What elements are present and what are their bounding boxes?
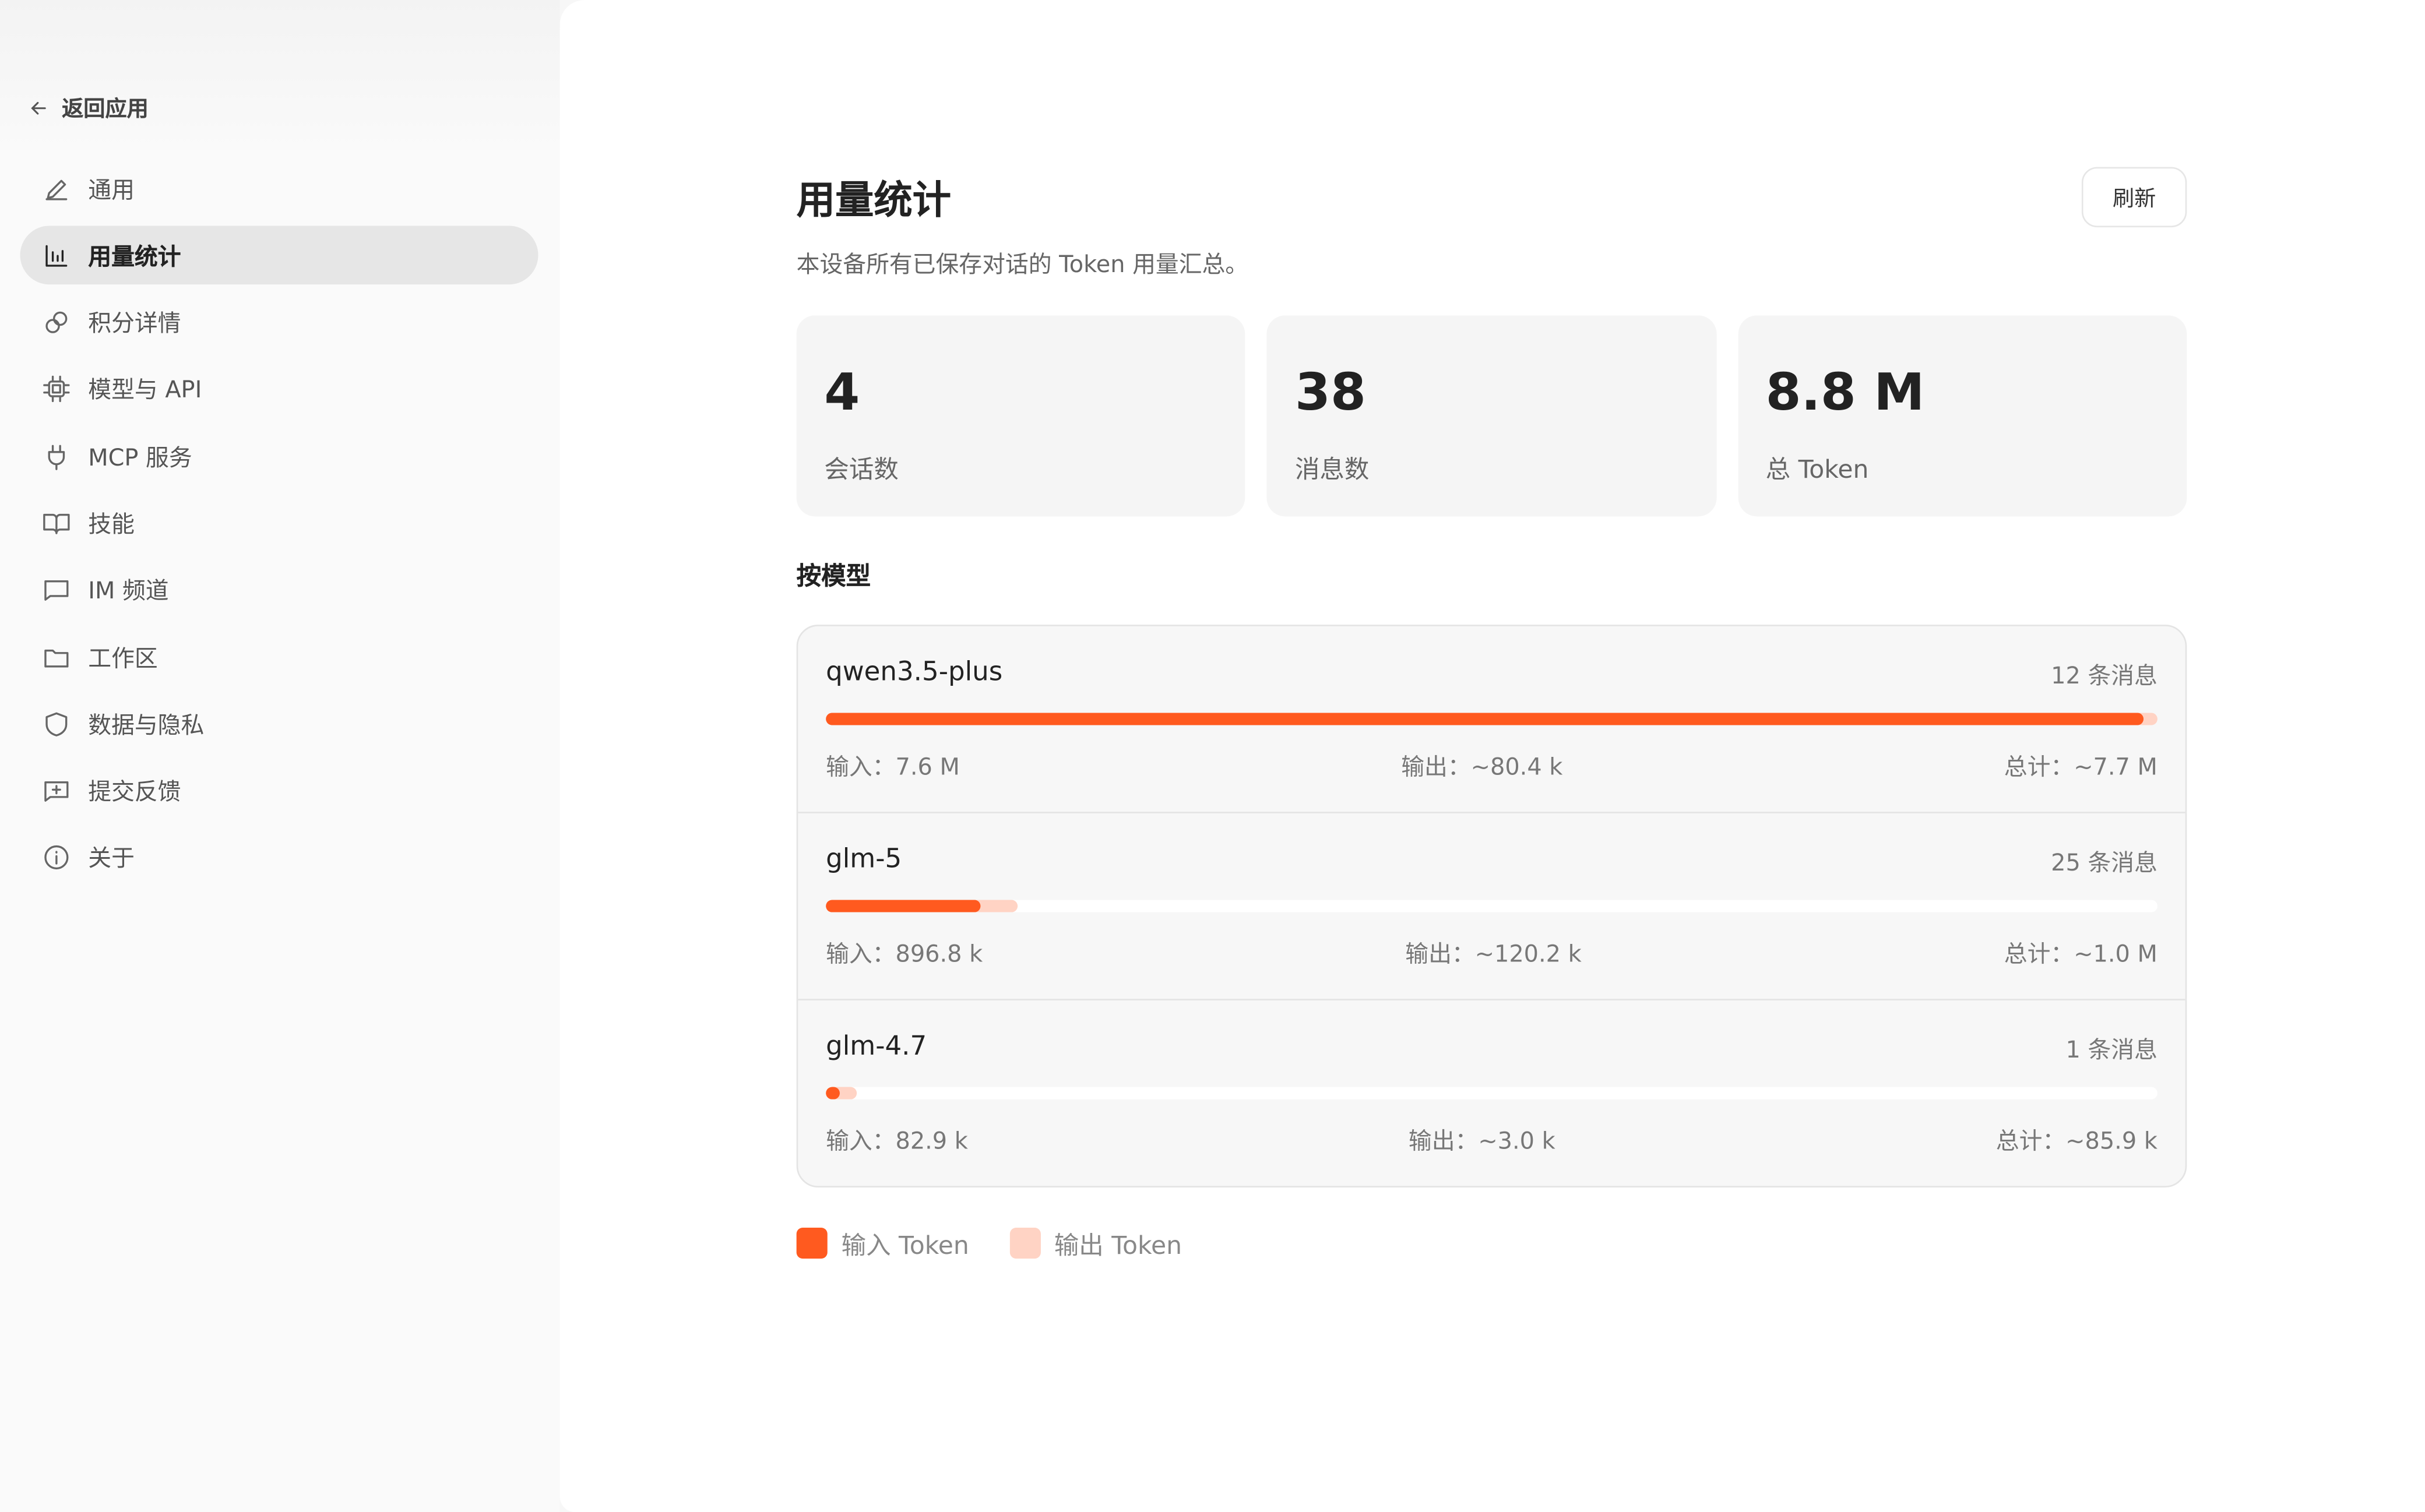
legend-item-input: 输入 Token bbox=[796, 1225, 969, 1262]
legend-label: 输入 Token bbox=[841, 1231, 969, 1260]
sidebar-item-credits[interactable]: 积分详情 bbox=[20, 293, 538, 352]
back-label: 返回应用 bbox=[62, 97, 149, 122]
input-token-bar bbox=[826, 900, 981, 912]
messages-card: 38 消息数 bbox=[1267, 315, 1716, 517]
sidebar-item-general[interactable]: 通用 bbox=[20, 159, 538, 218]
bar-chart-icon bbox=[45, 245, 68, 267]
sidebar-item-label: 用量统计 bbox=[88, 242, 181, 270]
output-tokens: 输出：~80.4 k bbox=[1401, 753, 1563, 781]
coins-icon bbox=[45, 312, 68, 334]
model-row: qwen3.5-plus 12 条消息输入：7.6 M 输出：~80.4 k 总计：~… bbox=[798, 626, 2185, 813]
legend-item-output: 输出 Token bbox=[1009, 1225, 1182, 1262]
input-tokens: 输入：82.9 k bbox=[826, 1127, 968, 1155]
model-row: glm-4.7 1 条消息输入：82.9 k 输出：~3.0 k 总计：~85.9 k bbox=[798, 1000, 2185, 1186]
model-row: glm-5 25 条消息输入：896.8 k 输出：~120.2 k 总计：~1.0 … bbox=[798, 813, 2185, 1000]
card-value: 4 bbox=[824, 361, 860, 422]
info-icon bbox=[44, 846, 69, 870]
card-label: 总 Token bbox=[1765, 454, 1869, 484]
model-name: glm-4.7 bbox=[826, 1031, 927, 1063]
usage-bar bbox=[826, 1087, 2157, 1099]
model-name: qwen3.5-plus bbox=[826, 657, 1003, 688]
back-to-app-button[interactable]: 返回应用 bbox=[28, 93, 149, 124]
message-count: 1 条消息 bbox=[2065, 1035, 2157, 1064]
message-count: 25 条消息 bbox=[2051, 848, 2157, 877]
input-tokens: 输入：896.8 k bbox=[826, 940, 983, 968]
sidebar-item-label: 关于 bbox=[88, 845, 135, 873]
sidebar-item-models-api[interactable]: 模型与 API bbox=[20, 360, 538, 419]
total-tokens: 总计：~1.0 M bbox=[2004, 940, 2157, 968]
sidebar-item-label: IM 频道 bbox=[88, 577, 169, 605]
sidebar-nav: 通用 用量统计 积分详情 模型与 API MCP 服务 技能 IM 频道 bbox=[20, 159, 539, 896]
sidebar-item-label: 提交反馈 bbox=[88, 778, 181, 806]
output-tokens: 输出：~120.2 k bbox=[1405, 940, 1582, 968]
card-value: 8.8 M bbox=[1765, 361, 1925, 422]
sidebar-item-workspace[interactable]: 工作区 bbox=[20, 628, 538, 687]
usage-bar bbox=[826, 900, 2157, 912]
token-stats: 输入：82.9 k 输出：~3.0 k 总计：~85.9 k bbox=[826, 1124, 2157, 1157]
total-tokens: 总计：~7.7 M bbox=[2004, 753, 2157, 781]
sidebar-item-privacy[interactable]: 数据与隐私 bbox=[20, 695, 538, 754]
legend-swatch bbox=[796, 1228, 828, 1259]
legend-label: 输出 Token bbox=[1054, 1231, 1182, 1260]
input-token-bar bbox=[826, 713, 2145, 725]
plug-icon bbox=[48, 444, 65, 470]
sidebar-item-label: MCP 服务 bbox=[88, 443, 192, 471]
sidebar-item-label: 积分详情 bbox=[88, 309, 181, 337]
sidebar: 返回应用 通用 用量统计 积分详情 模型与 API MCP 服务 技能 bbox=[0, 0, 560, 1512]
sidebar-item-label: 模型与 API bbox=[88, 376, 202, 404]
token-stats: 输入：896.8 k 输出：~120.2 k 总计：~1.0 M bbox=[826, 937, 2157, 970]
usage-bar bbox=[826, 713, 2157, 725]
page-subtitle: 本设备所有已保存对话的 Token 用量汇总。 bbox=[796, 250, 1249, 279]
main-panel: 用量统计 本设备所有已保存对话的 Token 用量汇总。 刷新 4 会话数 38… bbox=[559, 0, 2425, 1512]
shield-icon bbox=[45, 712, 68, 736]
model-name: glm-5 bbox=[826, 844, 902, 875]
refresh-button[interactable]: 刷新 bbox=[2081, 167, 2187, 228]
section-title: 按模型 bbox=[796, 561, 871, 591]
sidebar-item-im[interactable]: IM 频道 bbox=[20, 561, 538, 620]
total-token-card: 8.8 M 总 Token bbox=[1737, 315, 2187, 517]
input-tokens: 输入：7.6 M bbox=[826, 753, 960, 781]
total-tokens: 总计：~85.9 k bbox=[1995, 1127, 2157, 1155]
card-label: 会话数 bbox=[824, 454, 899, 484]
token-stats: 输入：7.6 M 输出：~80.4 k 总计：~7.7 M bbox=[826, 750, 2157, 783]
sidebar-item-about[interactable]: 关于 bbox=[20, 829, 538, 887]
message-count: 12 条消息 bbox=[2051, 661, 2157, 690]
sidebar-item-skills[interactable]: 技能 bbox=[20, 494, 538, 553]
sidebar-item-usage[interactable]: 用量统计 bbox=[20, 226, 539, 286]
message-plus-icon bbox=[44, 781, 69, 802]
book-icon bbox=[43, 513, 70, 534]
legend: 输入 Token 输出 Token bbox=[796, 1225, 1182, 1262]
arrow-left-icon bbox=[31, 101, 46, 115]
input-token-bar bbox=[826, 1087, 841, 1099]
sidebar-item-feedback[interactable]: 提交反馈 bbox=[20, 762, 538, 820]
chip-icon bbox=[43, 376, 70, 403]
output-tokens: 输出：~3.0 k bbox=[1408, 1127, 1555, 1155]
sidebar-item-label: 技能 bbox=[88, 510, 135, 538]
card-value: 38 bbox=[1295, 361, 1366, 422]
sidebar-item-label: 数据与隐私 bbox=[88, 711, 205, 739]
sidebar-item-mcp[interactable]: MCP 服务 bbox=[20, 427, 538, 486]
message-icon bbox=[44, 580, 69, 601]
legend-swatch bbox=[1009, 1228, 1040, 1259]
sidebar-header bbox=[0, 0, 560, 155]
sessions-card: 4 会话数 bbox=[796, 315, 1246, 517]
pencil-icon bbox=[45, 179, 68, 200]
page-title: 用量统计 bbox=[796, 178, 952, 223]
sidebar-item-label: 通用 bbox=[88, 175, 135, 203]
model-usage-list: qwen3.5-plus 12 条消息输入：7.6 M 输出：~80.4 k 总计：~… bbox=[796, 625, 2187, 1188]
summary-cards: 4 会话数 38 消息数 8.8 M 总 Token bbox=[796, 315, 2187, 517]
card-label: 消息数 bbox=[1295, 454, 1370, 484]
sidebar-item-label: 工作区 bbox=[88, 644, 158, 672]
folder-icon bbox=[44, 648, 69, 667]
